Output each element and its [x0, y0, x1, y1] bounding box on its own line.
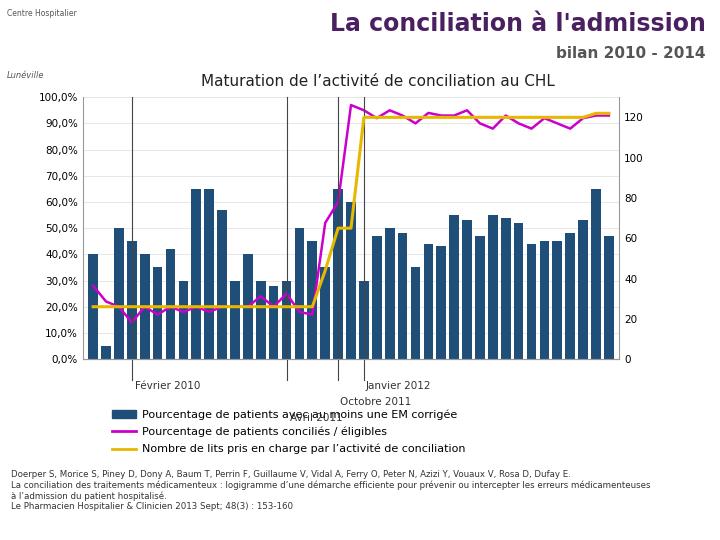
Text: Maturation de l’activité de conciliation au CHL: Maturation de l’activité de conciliation… — [201, 73, 555, 89]
Bar — [320, 267, 330, 359]
Bar — [256, 280, 266, 359]
Bar — [475, 236, 485, 359]
Bar — [346, 202, 356, 359]
Bar — [127, 241, 137, 359]
Bar — [153, 267, 163, 359]
Bar — [591, 189, 600, 359]
Bar — [372, 236, 382, 359]
Text: Janvier 2012: Janvier 2012 — [366, 381, 431, 391]
Bar — [604, 236, 613, 359]
Legend: Pourcentage de patients avec au moins une EM corrigée, Pourcentage de patients c: Pourcentage de patients avec au moins un… — [107, 405, 469, 459]
Bar — [539, 241, 549, 359]
Bar — [114, 228, 124, 359]
Bar — [565, 233, 575, 359]
Bar — [578, 220, 588, 359]
Text: Octobre 2011: Octobre 2011 — [341, 397, 412, 407]
Bar — [166, 249, 175, 359]
Bar — [462, 220, 472, 359]
Bar — [333, 189, 343, 359]
Bar — [397, 233, 408, 359]
Bar — [102, 346, 111, 359]
Bar — [282, 280, 292, 359]
Bar — [179, 280, 188, 359]
Bar — [307, 241, 317, 359]
Text: Doerper S, Morice S, Piney D, Dony A, Baum T, Perrin F, Guillaume V, Vidal A, Fe: Doerper S, Morice S, Piney D, Dony A, Ba… — [11, 470, 650, 511]
Text: bilan 2010 - 2014: bilan 2010 - 2014 — [556, 46, 706, 62]
Bar — [192, 189, 201, 359]
Bar — [410, 267, 420, 359]
Bar — [269, 286, 279, 359]
Bar — [243, 254, 253, 359]
Bar — [217, 210, 227, 359]
Text: Avril 2011: Avril 2011 — [290, 413, 343, 423]
Bar — [488, 215, 498, 359]
Text: La conciliation à l'admission: La conciliation à l'admission — [330, 12, 706, 36]
Bar — [423, 244, 433, 359]
Bar — [204, 189, 214, 359]
Text: Lunéville: Lunéville — [7, 71, 45, 80]
Bar — [89, 254, 98, 359]
Bar — [385, 228, 395, 359]
Bar — [501, 218, 510, 359]
Bar — [359, 280, 369, 359]
Bar — [140, 254, 150, 359]
Text: Centre Hospitalier: Centre Hospitalier — [7, 9, 77, 18]
Bar — [436, 246, 446, 359]
Bar — [514, 223, 523, 359]
Bar — [449, 215, 459, 359]
Bar — [527, 244, 536, 359]
Text: Février 2010: Février 2010 — [135, 381, 201, 391]
Bar — [552, 241, 562, 359]
Bar — [294, 228, 305, 359]
Bar — [230, 280, 240, 359]
